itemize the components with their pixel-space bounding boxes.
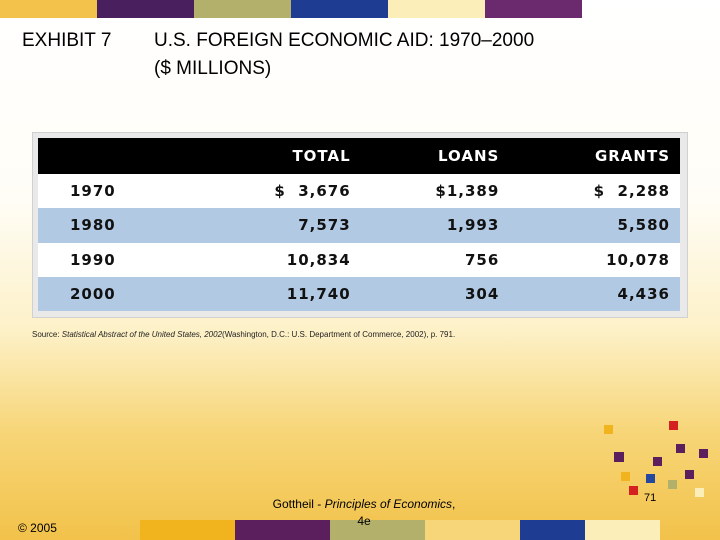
footer-book: Principles of Economics <box>324 497 453 511</box>
year-cell: 1980 <box>70 216 116 235</box>
slide-title: EXHIBIT 7 U.S. FOREIGN ECONOMIC AID: 1970… <box>22 26 535 79</box>
header-cell: LOANS <box>437 147 500 165</box>
grants-cell: 10,078 <box>606 250 670 269</box>
loans-cell: $1,389 <box>435 182 500 201</box>
total-cell: 7,573 <box>298 216 351 235</box>
decorative-square <box>614 452 624 462</box>
bottom-bar-segment <box>140 520 235 540</box>
grants-cell: 4,436 <box>617 284 670 303</box>
source-prefix: Source: <box>32 330 62 339</box>
source-title: Statistical Abstract of the United State… <box>61 330 223 339</box>
loans-cell: 1,993 <box>446 216 500 235</box>
loans-cell: 304 <box>465 284 500 303</box>
decorative-square <box>646 474 655 483</box>
bottom-bar-segment <box>330 520 425 540</box>
exhibit-label: EXHIBIT 7 <box>22 30 112 51</box>
title-line-1: U.S. FOREIGN ECONOMIC AID: 1970–2000 <box>154 30 535 51</box>
top-bar-segment <box>97 0 194 18</box>
total-cell: $ 3,676 <box>274 182 351 201</box>
header-cell <box>38 138 190 174</box>
year-cell: 1990 <box>70 250 116 269</box>
source-note: Source: Statistical Abstract of the Unit… <box>32 330 455 339</box>
decorative-square <box>621 472 630 481</box>
top-bar-segment <box>194 0 291 18</box>
source-details: (Washington, D.C.: U.S. Department of Co… <box>222 330 456 339</box>
table-row: 1990 10,834 756 10,078 <box>38 242 680 277</box>
page-number: 71 <box>644 492 657 504</box>
footer-author: Gottheil - <box>272 497 325 511</box>
top-color-bar <box>0 0 720 18</box>
top-bar-segment <box>0 0 97 18</box>
grants-cell: 5,580 <box>617 216 670 235</box>
footer-separator: , <box>452 497 456 511</box>
year-cell: 1970 <box>70 182 116 201</box>
bottom-bar-segment <box>520 520 585 540</box>
table-header-row: TOTAL LOANS GRANTS <box>38 138 680 174</box>
table-row: 2000 11,740 304 4,436 <box>38 276 680 311</box>
bottom-bar-segment <box>235 520 330 540</box>
header-cell: GRANTS <box>594 147 670 165</box>
decorative-square <box>699 449 708 458</box>
decorative-square <box>604 425 613 434</box>
total-cell: 10,834 <box>286 250 351 269</box>
bottom-bar-segment <box>425 520 520 540</box>
decorative-square <box>685 470 694 479</box>
header-cell: TOTAL <box>292 147 351 165</box>
bottom-color-bar <box>140 520 660 540</box>
decorative-square <box>668 480 677 489</box>
grants-cell: $ 2,288 <box>593 182 670 201</box>
decorative-square <box>669 421 678 430</box>
total-cell: 11,740 <box>286 284 351 303</box>
footer-line-1: Gottheil - Principles of Economics, <box>254 496 474 513</box>
top-bar-segment <box>485 0 582 18</box>
loans-cell: 756 <box>465 250 500 269</box>
aid-table: TOTAL LOANS GRANTS 1970 $ 3,676 $1,389 $… <box>38 138 680 311</box>
top-bar-segment <box>291 0 388 18</box>
year-cell: 2000 <box>70 284 116 303</box>
copyright: © 2005 <box>18 521 57 535</box>
decorative-square <box>676 444 685 453</box>
footer-citation: Gottheil - Principles of Economics, 4e <box>254 496 474 530</box>
table-row: 1970 $ 3,676 $1,389 $ 2,288 <box>38 174 680 209</box>
top-bar-segment <box>388 0 485 18</box>
footer-edition: 4e <box>357 514 371 528</box>
decorative-square <box>629 486 638 495</box>
decorative-square <box>653 457 662 466</box>
title-line-2: ($ MILLIONS) <box>154 58 272 79</box>
aid-table-frame: TOTAL LOANS GRANTS 1970 $ 3,676 $1,389 $… <box>32 132 688 318</box>
table-row: 1980 7,573 1,993 5,580 <box>38 208 680 243</box>
decorative-square <box>695 488 704 497</box>
bottom-bar-segment <box>585 520 660 540</box>
